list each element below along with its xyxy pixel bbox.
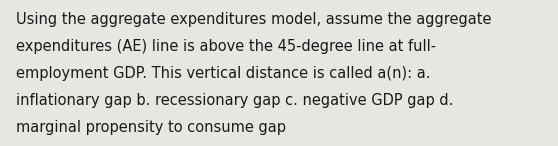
Text: inflationary gap b. recessionary gap c. negative GDP gap d.: inflationary gap b. recessionary gap c. … — [16, 93, 453, 108]
Text: marginal propensity to consume gap: marginal propensity to consume gap — [16, 120, 286, 135]
Text: expenditures (AE) line is above the 45-degree line at full-: expenditures (AE) line is above the 45-d… — [16, 39, 436, 54]
Text: Using the aggregate expenditures model, assume the aggregate: Using the aggregate expenditures model, … — [16, 12, 491, 27]
Text: employment GDP. This vertical distance is called a(n): a.: employment GDP. This vertical distance i… — [16, 66, 430, 81]
